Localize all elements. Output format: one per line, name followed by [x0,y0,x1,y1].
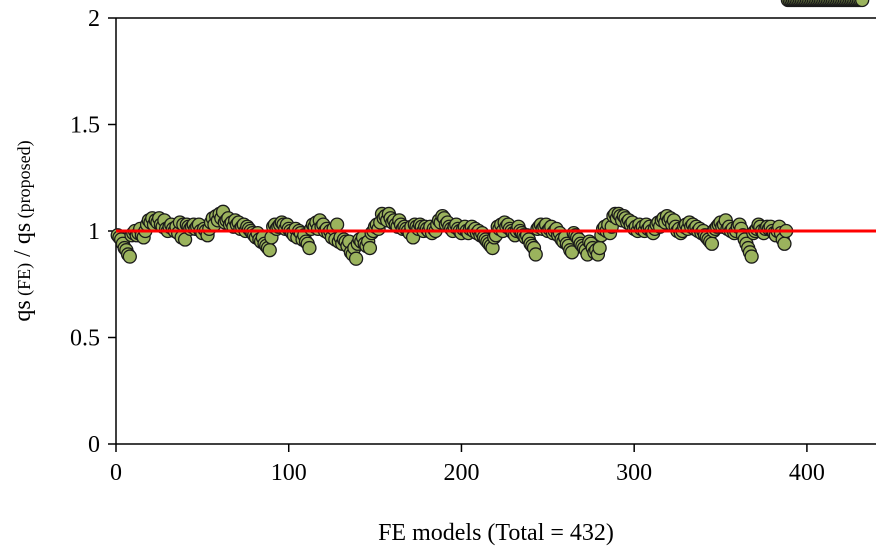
data-points [110,0,870,266]
x-tick-label: 200 [443,460,479,486]
x-tick-label: 300 [616,460,652,486]
data-point [777,236,792,251]
x-tick-label: 100 [271,460,307,486]
data-point [855,0,870,8]
y-tick-label: 1 [88,219,100,245]
data-point [744,249,759,264]
y-tick-label: 0 [88,432,100,458]
y-axis-title-part-1: qs [10,300,36,321]
data-point [348,251,364,266]
data-point [302,240,317,256]
y-axis-title-part-2: (FE) [14,263,35,301]
y-axis-title-part-3: / qs [10,223,36,263]
y-tick-label: 1.5 [70,113,100,139]
data-point [362,240,378,256]
axis-ticks [108,17,808,452]
data-point [329,217,345,232]
y-axis-title-part-4: (proposed) [14,140,35,222]
data-point [704,236,720,251]
data-point [262,243,277,258]
x-axis-title: FE models (Total = 432) [378,520,614,546]
data-point [592,240,607,256]
data-point [528,247,543,262]
y-tick-label: 0.5 [70,326,100,352]
tick-labels: 0 100 200 300 400 0 0.5 1 1.5 2 [70,6,825,486]
x-tick-label: 0 [110,460,122,486]
data-point [122,249,137,264]
x-tick-label: 400 [789,460,825,486]
y-tick-label: 2 [88,6,100,32]
y-axis-title: qs (FE) / qs (proposed) [10,140,36,321]
